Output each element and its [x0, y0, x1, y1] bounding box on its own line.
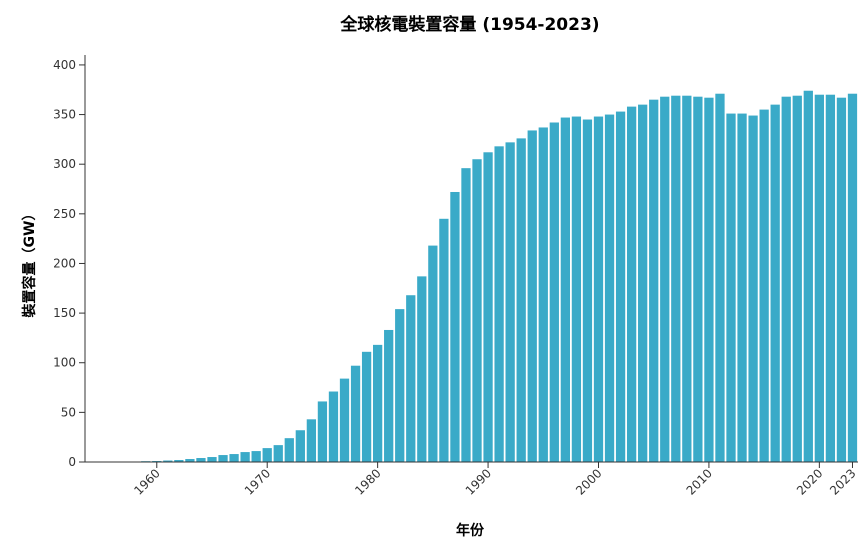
- bar: [560, 117, 571, 462]
- bar: [428, 245, 438, 462]
- bar: [417, 276, 427, 462]
- bar: [505, 142, 515, 463]
- x-tick-label: 2023: [827, 466, 858, 497]
- bar: [251, 451, 261, 462]
- bar: [759, 109, 769, 462]
- chart-title: 全球核電裝置容量 (1954-2023): [339, 14, 599, 35]
- bar: [814, 94, 824, 463]
- bar: [604, 114, 615, 462]
- bar: [704, 97, 714, 462]
- bar: [593, 116, 604, 463]
- bar: [615, 111, 626, 463]
- bar: [538, 127, 548, 462]
- bar: [626, 106, 637, 463]
- x-tick-label: 2020: [794, 466, 825, 497]
- bar: [516, 138, 526, 462]
- bar: [549, 122, 559, 462]
- bar: [726, 113, 736, 462]
- bar: [306, 419, 317, 462]
- bar: [527, 130, 537, 462]
- bar: [439, 218, 449, 462]
- bar: [196, 458, 206, 462]
- bar: [229, 454, 239, 462]
- x-axis-label: 年份: [456, 522, 485, 539]
- y-tick-label: 100: [53, 356, 76, 370]
- bar: [825, 94, 836, 463]
- y-tick-label: 150: [53, 306, 76, 320]
- bar: [571, 116, 582, 463]
- bar: [836, 97, 847, 462]
- bar: [770, 104, 780, 462]
- x-tick-label: 1980: [352, 466, 383, 497]
- bar: [682, 95, 692, 462]
- bar: [317, 401, 328, 462]
- bar: [384, 329, 394, 462]
- bar: [273, 445, 283, 462]
- bar: [483, 152, 493, 462]
- bar: [693, 96, 703, 462]
- y-tick-label: 400: [53, 58, 76, 72]
- x-tick-label: 1990: [463, 466, 494, 497]
- bar: [163, 460, 173, 462]
- y-tick-label: 350: [53, 108, 76, 122]
- bar: [395, 309, 405, 462]
- bar: [295, 430, 305, 462]
- x-tick-label: 2010: [684, 466, 715, 497]
- bar: [847, 93, 858, 463]
- x-tick-label: 2000: [573, 466, 604, 497]
- bar: [339, 378, 350, 462]
- y-axis-label: 裝置容量（GW）: [21, 207, 38, 319]
- bar: [461, 168, 471, 463]
- y-tick-label: 50: [61, 405, 76, 419]
- bar: [472, 159, 482, 463]
- bar: [737, 113, 747, 462]
- bar: [638, 104, 648, 462]
- bar: [207, 457, 217, 462]
- bar: [284, 438, 294, 462]
- y-tick-label: 300: [53, 157, 76, 171]
- x-tick-label: 1960: [131, 466, 162, 497]
- bar: [240, 452, 250, 462]
- y-tick-label: 250: [53, 207, 76, 221]
- bar: [715, 93, 725, 463]
- bar: [450, 191, 460, 463]
- y-tick-label: 0: [68, 455, 76, 469]
- bar: [174, 460, 184, 462]
- bar: [185, 459, 195, 462]
- bar: [660, 96, 670, 462]
- bar: [582, 119, 593, 463]
- bar: [218, 455, 228, 462]
- bar: [361, 351, 372, 462]
- bar: [781, 96, 791, 462]
- bar: [372, 344, 383, 462]
- bar: [494, 146, 504, 462]
- y-tick-label: 200: [53, 256, 76, 270]
- bar: [671, 95, 681, 462]
- bar: [262, 448, 272, 462]
- bar: [803, 90, 813, 463]
- bar: [792, 95, 802, 462]
- bar: [649, 99, 659, 463]
- bar: [748, 115, 758, 463]
- bar: [328, 391, 339, 462]
- x-tick-label: 1970: [242, 466, 273, 497]
- bar: [406, 295, 416, 462]
- bar: [350, 365, 361, 462]
